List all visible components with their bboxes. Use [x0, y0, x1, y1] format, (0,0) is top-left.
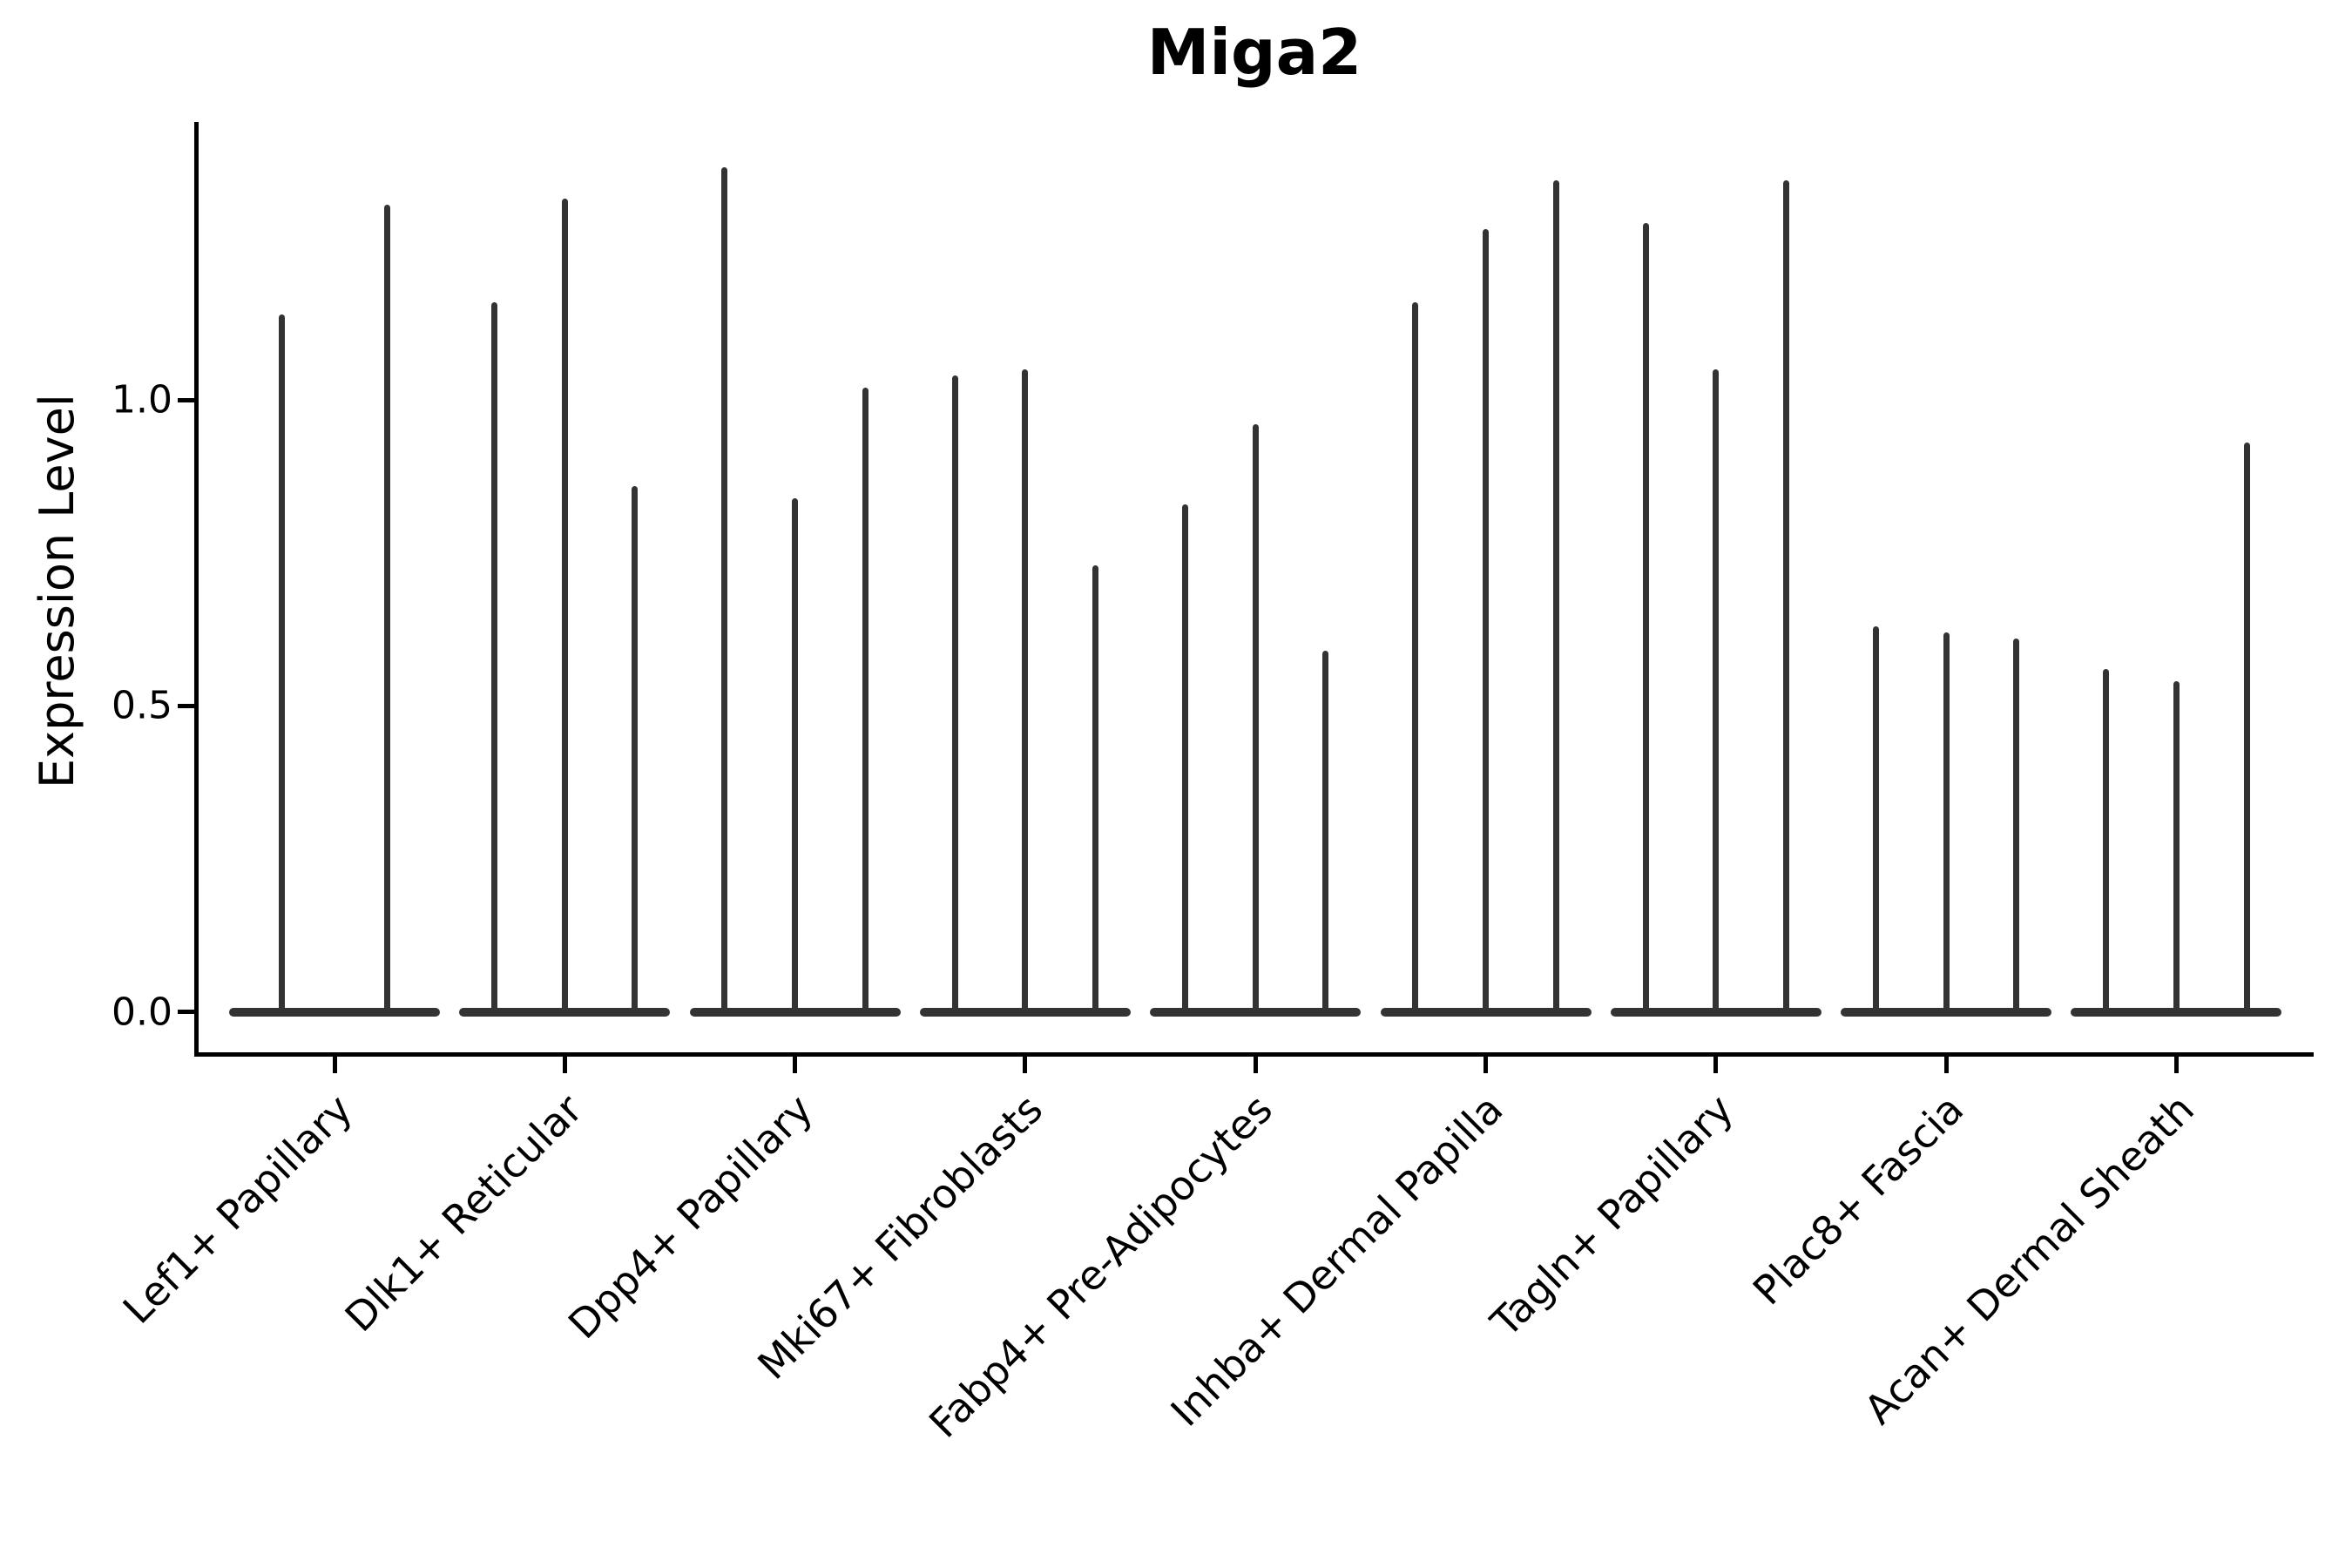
violin-spike	[1412, 301, 1419, 1015]
violin-spike	[721, 167, 728, 1015]
x-tick-mark	[332, 1057, 337, 1073]
violin-spike	[1022, 369, 1029, 1015]
x-tick-mark	[2173, 1057, 2179, 1073]
y-tick-label: 1.0	[112, 377, 172, 422]
x-tick-mark	[1253, 1057, 1258, 1073]
violin-spike	[1872, 626, 1879, 1015]
x-axis-line	[194, 1052, 2314, 1057]
y-axis-label: Expression Level	[30, 394, 84, 788]
x-tick-mark	[562, 1057, 567, 1073]
y-tick-mark	[178, 703, 194, 708]
violin-spike	[491, 301, 498, 1015]
violin-spike	[2013, 639, 2020, 1015]
x-tick-mark	[1023, 1057, 1028, 1073]
violin-spike	[2173, 681, 2180, 1015]
violin-spike	[1642, 222, 1649, 1015]
violin-spike	[1943, 632, 1950, 1015]
violin-spike	[1322, 651, 1329, 1015]
violin-density-base	[229, 1007, 440, 1017]
chart-title: Miga2	[1146, 16, 1362, 89]
x-tick-mark	[793, 1057, 798, 1073]
y-tick-label: 0.5	[112, 683, 172, 728]
violin-spike	[1182, 504, 1189, 1015]
violin-spike	[1713, 369, 1720, 1015]
y-tick-label: 0.0	[112, 990, 172, 1034]
violin-spike	[279, 314, 285, 1015]
violin-spike	[1483, 228, 1489, 1015]
violin-spike	[1092, 564, 1099, 1015]
violin-spike	[862, 388, 868, 1015]
x-category-label: Plac8+ Fascia	[1743, 1085, 1973, 1315]
violin-spike	[632, 485, 639, 1015]
violin-spike	[1252, 424, 1259, 1015]
x-category-label: Lef1+ Papillary	[113, 1085, 362, 1333]
violin-spike	[561, 198, 568, 1015]
violin-spike	[1552, 179, 1559, 1015]
y-tick-mark	[178, 397, 194, 402]
violin-spike	[792, 497, 799, 1015]
x-category-label: Tagln+ Papillary	[1482, 1085, 1742, 1346]
x-tick-mark	[1943, 1057, 1949, 1073]
y-tick-mark	[178, 1010, 194, 1014]
violin-spike	[384, 204, 390, 1015]
violin-spike	[951, 375, 958, 1015]
x-category-label: Dpp4+ Papillary	[558, 1085, 821, 1348]
violin-spike	[2103, 669, 2110, 1015]
violin-spike	[1782, 179, 1789, 1015]
x-tick-mark	[1484, 1057, 1488, 1073]
violin-spike	[2243, 443, 2250, 1015]
y-axis-line	[194, 122, 199, 1057]
x-tick-mark	[1713, 1057, 1719, 1073]
x-category-label: Dlk1+ Reticular	[335, 1085, 591, 1342]
